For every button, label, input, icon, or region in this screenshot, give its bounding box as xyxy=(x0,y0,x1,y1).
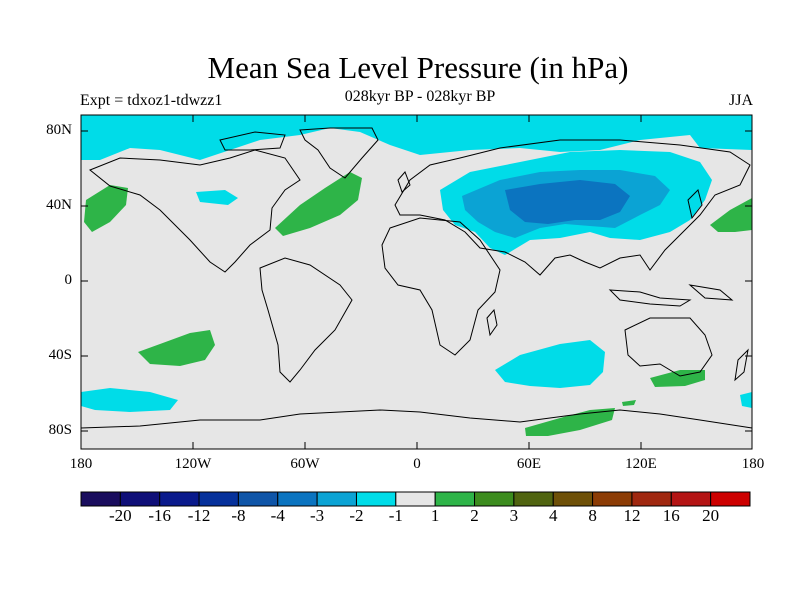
y-tick-label-0: 0 xyxy=(64,272,73,288)
africa-outline xyxy=(381,217,501,356)
x-tick-label-120w: 120W xyxy=(174,456,212,472)
south-indian-negative-region xyxy=(495,340,605,388)
colorbar-swatch xyxy=(513,491,554,507)
north-pacific-positive-region xyxy=(84,185,128,232)
x-tick-label-120e: 120E xyxy=(625,456,657,472)
colorbar-label: -2 xyxy=(349,506,364,525)
colorbar-label: -12 xyxy=(187,506,211,525)
colorbar-label: -1 xyxy=(388,506,403,525)
experiment-label: Expt = tdxoz1-tdwzz1 xyxy=(80,92,223,109)
great-britain-outline xyxy=(397,171,411,193)
new-zealand-outline xyxy=(734,348,749,382)
colorbar-swatch xyxy=(592,491,633,507)
x-tick-label-0: 0 xyxy=(413,456,421,472)
coastlines xyxy=(80,127,753,429)
colorbar-swatch xyxy=(198,491,239,507)
antarctic-positive-patch xyxy=(622,400,636,406)
x-tick-marks xyxy=(192,115,642,449)
y-tick-marks xyxy=(81,130,752,432)
south-america-outline xyxy=(259,257,353,383)
season-label: JJA xyxy=(728,92,753,109)
north-america-outline xyxy=(89,149,301,273)
colorbar-label: 12 xyxy=(623,506,641,525)
new-guinea-outline xyxy=(688,284,734,301)
arctic-negative-region xyxy=(81,115,752,160)
colorbar-label: 16 xyxy=(662,506,680,525)
colorbar-swatch xyxy=(237,491,279,507)
map-title: Mean Sea Level Pressure (in hPa) xyxy=(207,50,629,85)
colorbar-label: -3 xyxy=(310,506,325,525)
colorbar-swatch xyxy=(631,491,672,507)
colorbar-label: -20 xyxy=(109,506,132,525)
y-tick-label-40s: 40S xyxy=(48,347,72,363)
south-pacific-positive-region xyxy=(138,330,215,366)
colorbar-label: 3 xyxy=(509,506,519,525)
x-tick-label-180w: 180 xyxy=(69,456,93,472)
arctic-islands-outline xyxy=(219,131,286,151)
colorbar-swatch xyxy=(355,491,397,507)
japan-outline xyxy=(687,189,703,220)
colorbar-swatch xyxy=(80,491,121,507)
colorbar-swatch xyxy=(474,491,515,507)
colorbar-label: -16 xyxy=(148,506,172,525)
colorbar-swatch xyxy=(395,491,436,507)
greenland-outline xyxy=(299,127,379,179)
colorbar-swatch xyxy=(119,491,161,507)
period-label: 028kyr BP - 028kyr BP xyxy=(344,88,496,105)
colorbar-swatch xyxy=(552,491,594,507)
x-tick-label-180e: 180 xyxy=(741,456,765,472)
colorbar-label: 8 xyxy=(588,506,597,525)
eurasia-strong-negative-region xyxy=(505,180,630,224)
north-atlantic-positive-region xyxy=(275,172,362,236)
y-tick-label-80n: 80N xyxy=(46,122,72,138)
colorbar-swatch xyxy=(159,491,200,507)
colorbar-label: -8 xyxy=(231,506,246,525)
colorbar-label: 20 xyxy=(702,506,720,525)
colorbar xyxy=(80,491,751,507)
pressure-anomaly-fields xyxy=(81,115,752,436)
colorbar-swatch xyxy=(316,491,357,507)
x-tick-label-60w: 60W xyxy=(290,456,320,472)
colorbar-label: -4 xyxy=(270,506,285,525)
colorbar-swatch xyxy=(434,491,476,507)
colorbar-swatch xyxy=(710,491,751,507)
australia-outline xyxy=(624,317,713,377)
indonesia-outline xyxy=(608,289,692,307)
madagascar-outline xyxy=(486,308,498,337)
colorbar-label: 2 xyxy=(470,506,479,525)
antarctic-positive-region xyxy=(525,408,615,436)
eurasia-outline xyxy=(394,139,751,276)
y-tick-label-80s: 80S xyxy=(48,422,72,438)
colorbar-label: 1 xyxy=(430,506,440,525)
colorbar-swatch xyxy=(670,491,712,507)
south-pacific-negative-region xyxy=(81,388,178,412)
y-tick-label-40n: 40N xyxy=(46,197,72,213)
north-america-negative-patch xyxy=(196,190,238,205)
colorbar-swatch xyxy=(277,491,318,507)
antarctica-outline xyxy=(80,409,753,429)
x-tick-label-60e: 60E xyxy=(516,456,542,472)
northwest-pacific-positive-region xyxy=(710,198,752,232)
colorbar-label: 4 xyxy=(548,506,558,525)
far-east-negative-patch xyxy=(740,392,752,408)
